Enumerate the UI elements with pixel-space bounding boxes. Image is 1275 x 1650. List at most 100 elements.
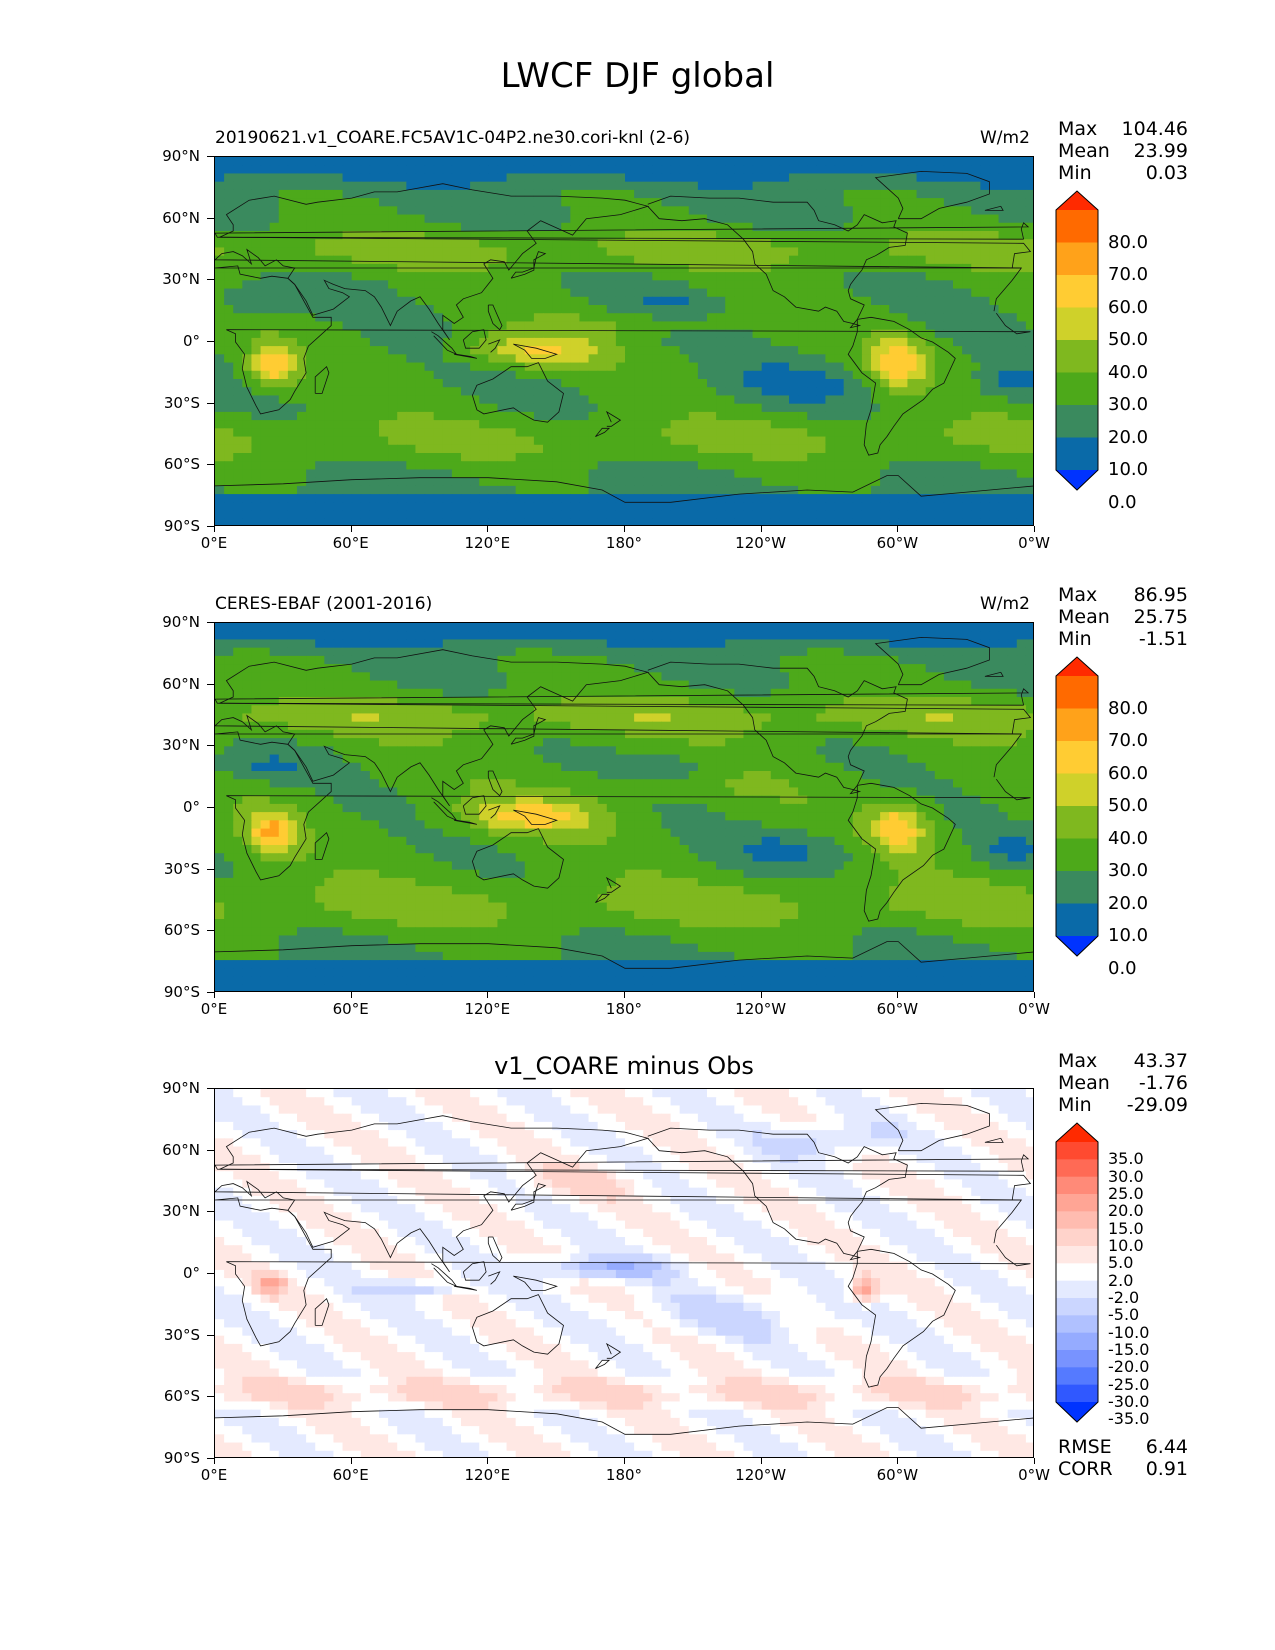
map-svg bbox=[215, 623, 1033, 991]
field-cell bbox=[351, 623, 362, 632]
field-cell bbox=[625, 647, 635, 657]
field-cell bbox=[333, 518, 344, 525]
field-cell bbox=[597, 518, 608, 525]
field-cell bbox=[925, 485, 936, 495]
field-cell bbox=[561, 477, 571, 487]
field-cell bbox=[579, 403, 590, 413]
field-cell bbox=[916, 165, 927, 175]
field-cell bbox=[734, 305, 745, 314]
field-cell bbox=[1025, 485, 1033, 495]
field-cell bbox=[597, 403, 608, 413]
field-cell bbox=[543, 181, 553, 191]
field-cell bbox=[770, 403, 781, 413]
field-cell bbox=[351, 688, 362, 698]
field-cell bbox=[634, 461, 644, 471]
field-cell bbox=[807, 280, 817, 290]
field-cell bbox=[725, 420, 735, 429]
field-cell bbox=[825, 403, 836, 413]
field-cell bbox=[497, 239, 508, 249]
colorbar-level-label: 20.0 bbox=[1108, 426, 1149, 448]
field-cell bbox=[634, 321, 644, 331]
field-cell bbox=[743, 453, 754, 462]
field-cell bbox=[287, 510, 298, 520]
field-cell bbox=[661, 255, 672, 265]
field-cell bbox=[597, 436, 608, 446]
field-cell bbox=[716, 420, 726, 429]
field-cell bbox=[953, 165, 963, 175]
field-cell bbox=[533, 255, 544, 265]
field-cell bbox=[807, 173, 817, 183]
field-cell bbox=[752, 420, 763, 429]
field-cell bbox=[843, 313, 854, 323]
field-cell bbox=[998, 157, 1009, 166]
field-cell bbox=[297, 198, 307, 207]
field-cell bbox=[269, 337, 280, 347]
field-cell bbox=[315, 688, 325, 698]
field-cell bbox=[688, 198, 699, 207]
field-cell bbox=[369, 321, 380, 331]
field-cell bbox=[852, 181, 863, 191]
field-cell bbox=[734, 288, 745, 298]
field-cell bbox=[743, 305, 754, 314]
field-cell bbox=[688, 255, 699, 265]
field-cell bbox=[315, 436, 325, 446]
field-cell bbox=[488, 313, 499, 323]
field-cell bbox=[898, 379, 909, 388]
field-cell bbox=[579, 688, 590, 698]
field-cell bbox=[707, 647, 717, 657]
field-cell bbox=[770, 518, 781, 525]
field-cell bbox=[861, 395, 872, 405]
field-cell bbox=[953, 198, 963, 207]
field-cell bbox=[834, 337, 845, 347]
field-cell bbox=[679, 672, 690, 682]
field-cell bbox=[871, 403, 881, 413]
field-cell bbox=[670, 688, 681, 698]
field-cell bbox=[287, 672, 298, 682]
field-cell bbox=[606, 655, 617, 665]
field-cell bbox=[360, 222, 371, 232]
field-cell bbox=[916, 296, 927, 306]
field-cell bbox=[424, 214, 435, 224]
field-cell bbox=[743, 231, 754, 240]
field-cell bbox=[588, 214, 599, 224]
field-cell bbox=[1016, 518, 1027, 525]
field-cell bbox=[606, 157, 617, 166]
field-cell bbox=[798, 403, 808, 413]
stat-max-value: 104.46 bbox=[1121, 118, 1188, 140]
field-cell bbox=[852, 631, 863, 641]
field-cell bbox=[369, 631, 380, 641]
field-cell bbox=[980, 362, 991, 372]
field-cell bbox=[962, 655, 972, 665]
field-cell bbox=[770, 222, 781, 232]
field-cell bbox=[351, 379, 362, 388]
field-cell bbox=[524, 477, 535, 487]
field-cell bbox=[488, 231, 499, 240]
field-cell bbox=[315, 329, 325, 339]
field-cell bbox=[215, 477, 225, 487]
field-cell bbox=[442, 296, 453, 306]
field-cell bbox=[579, 239, 590, 249]
field-cell bbox=[297, 280, 307, 290]
field-cell bbox=[834, 647, 845, 657]
field-cell bbox=[442, 444, 453, 454]
field-cell bbox=[297, 329, 307, 339]
field-cell bbox=[943, 165, 954, 175]
field-cell bbox=[734, 354, 745, 364]
field-cell bbox=[1025, 672, 1033, 682]
field-cell bbox=[962, 173, 972, 183]
field-cell bbox=[406, 370, 417, 380]
field-cell bbox=[588, 697, 599, 706]
field-cell bbox=[224, 239, 234, 249]
field-cell bbox=[980, 189, 991, 199]
field-cell bbox=[415, 428, 426, 438]
field-cell bbox=[643, 222, 653, 232]
field-cell bbox=[479, 181, 489, 191]
field-cell bbox=[224, 655, 234, 665]
field-cell bbox=[379, 379, 389, 388]
field-cell bbox=[415, 518, 426, 525]
field-cell bbox=[625, 231, 635, 240]
field-cell bbox=[278, 189, 289, 199]
field-cell bbox=[251, 280, 262, 290]
field-cell bbox=[342, 198, 353, 207]
field-cell bbox=[643, 444, 653, 454]
